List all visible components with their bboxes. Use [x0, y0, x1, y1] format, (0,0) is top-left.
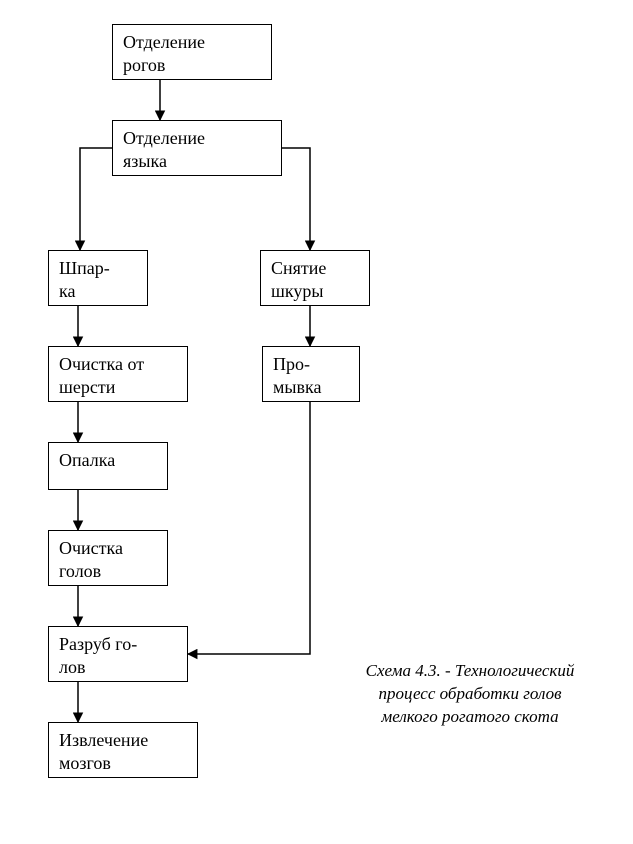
edge-n2-to-n3	[80, 148, 112, 250]
flow-node-n1: Отделениерогов	[112, 24, 272, 80]
flow-node-n4: Снятиешкуры	[260, 250, 370, 306]
flow-node-n3: Шпар-ка	[48, 250, 148, 306]
flow-node-n5: Очистка отшерсти	[48, 346, 188, 402]
diagram-caption: Схема 4.3. - Технологическийпроцесс обра…	[340, 660, 600, 729]
flow-node-n7: Опалка	[48, 442, 168, 490]
edge-n6-to-n9	[188, 402, 310, 654]
flow-node-n6: Про-мывка	[262, 346, 360, 402]
flowchart-stage: Отделениерогов Отделениеязыка Шпар-ка Сняти…	[0, 0, 633, 844]
flow-node-n8: Очисткаголов	[48, 530, 168, 586]
flow-node-n2: Отделениеязыка	[112, 120, 282, 176]
flow-node-n10: Извлечениемозгов	[48, 722, 198, 778]
flow-node-n9: Разруб го-лов	[48, 626, 188, 682]
edge-n2-to-n4	[282, 148, 310, 250]
